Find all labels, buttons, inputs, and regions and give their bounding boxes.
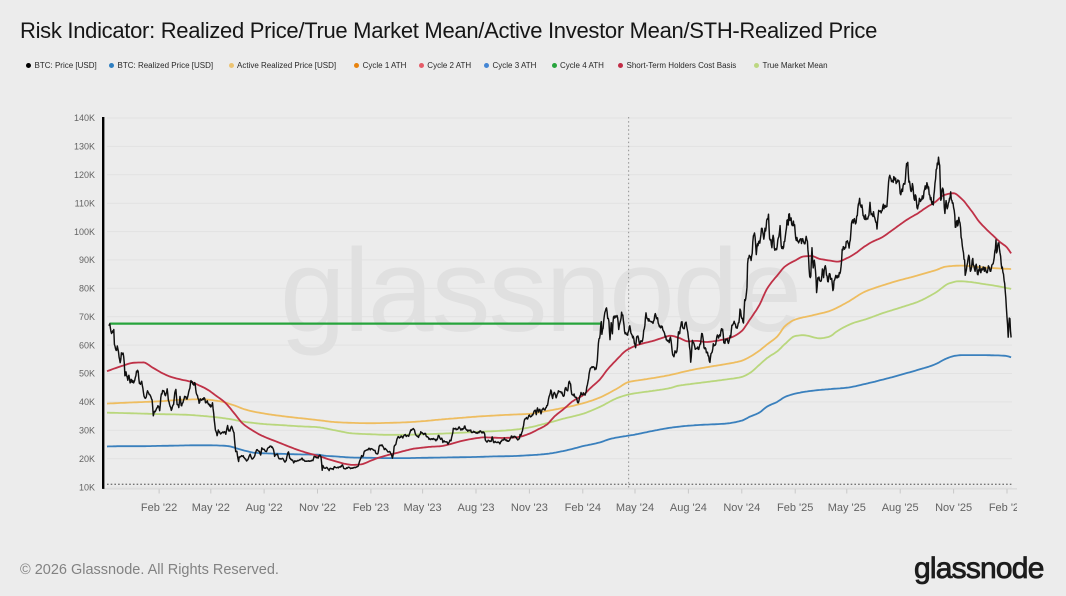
svg-text:40K: 40K xyxy=(79,397,95,407)
svg-text:May '25: May '25 xyxy=(828,502,866,514)
svg-text:10K: 10K xyxy=(79,482,95,492)
svg-text:Aug '24: Aug '24 xyxy=(670,502,707,514)
svg-text:110K: 110K xyxy=(75,198,95,208)
svg-text:Nov '24: Nov '24 xyxy=(723,502,760,514)
svg-text:Feb '25: Feb '25 xyxy=(777,502,813,514)
svg-text:80K: 80K xyxy=(79,284,95,294)
svg-text:50K: 50K xyxy=(79,369,95,379)
svg-text:May '22: May '22 xyxy=(192,502,230,514)
svg-text:Feb '24: Feb '24 xyxy=(565,502,601,514)
svg-text:90K: 90K xyxy=(79,255,95,265)
svg-text:Aug '22: Aug '22 xyxy=(246,502,283,514)
svg-text:Aug '25: Aug '25 xyxy=(882,502,919,514)
svg-text:20K: 20K xyxy=(79,454,95,464)
svg-text:Nov '22: Nov '22 xyxy=(299,502,336,514)
svg-text:120K: 120K xyxy=(74,170,95,180)
svg-text:May '23: May '23 xyxy=(404,502,442,514)
svg-text:130K: 130K xyxy=(74,142,95,152)
svg-text:Nov '23: Nov '23 xyxy=(511,502,548,514)
svg-text:140K: 140K xyxy=(74,113,95,123)
svg-text:Feb '26: Feb '26 xyxy=(989,502,1025,514)
svg-text:70K: 70K xyxy=(79,312,95,322)
svg-text:Feb '22: Feb '22 xyxy=(141,502,177,514)
svg-text:Aug '23: Aug '23 xyxy=(458,502,495,514)
svg-text:May '24: May '24 xyxy=(616,502,654,514)
svg-text:60K: 60K xyxy=(79,340,95,350)
svg-text:Nov '25: Nov '25 xyxy=(935,502,972,514)
svg-text:30K: 30K xyxy=(79,426,95,436)
svg-text:glassnode: glassnode xyxy=(280,225,800,357)
svg-text:Feb '23: Feb '23 xyxy=(353,502,389,514)
svg-text:100K: 100K xyxy=(74,227,95,237)
